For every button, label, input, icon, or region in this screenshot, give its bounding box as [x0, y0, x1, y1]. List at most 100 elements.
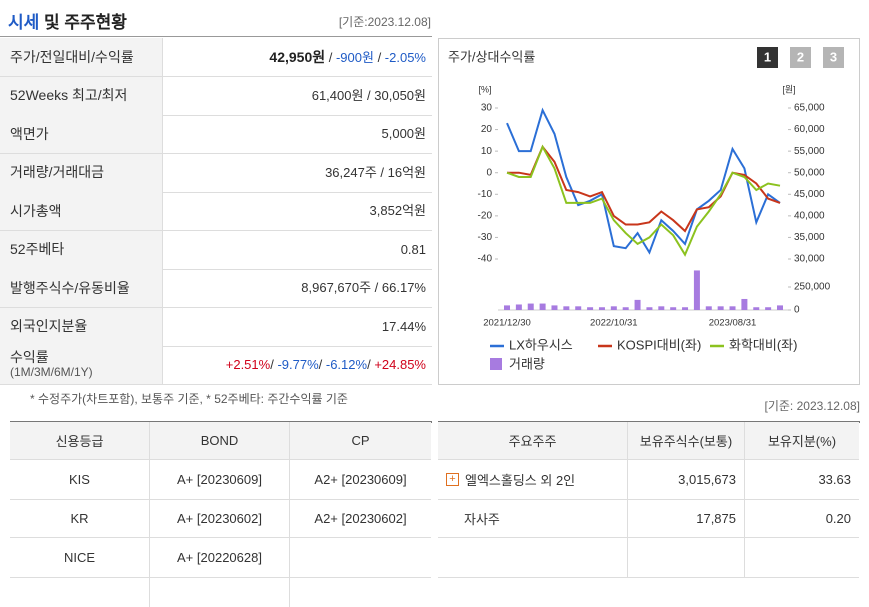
expand-icon: +	[446, 473, 459, 486]
tab[interactable]	[790, 47, 811, 68]
date: [기준: 2023.12.08]	[764, 399, 860, 413]
cell-text: 17,875	[696, 511, 736, 526]
tab-label[interactable]: 1	[764, 49, 771, 64]
table-cell	[745, 538, 859, 578]
y2-unit: [원]	[782, 84, 795, 94]
volume-tick-label: 0	[794, 305, 800, 316]
legend-label: LX하우시스	[509, 337, 573, 352]
value-part: 42,950원	[269, 49, 326, 65]
volume-bar	[587, 307, 594, 310]
tab-label[interactable]: 3	[830, 49, 837, 64]
row-value: 3,852억원	[370, 192, 426, 230]
table-cell: KR	[10, 500, 150, 538]
cell-text: 0.20	[825, 511, 851, 526]
price-row: 수익률 (1M/3M/6M/1Y) +2.51%/ -9.77%/ -6.12%/ …	[0, 346, 432, 385]
table-cell	[290, 538, 431, 578]
cell-text: 3,015,673	[678, 472, 736, 487]
table-cell	[150, 578, 290, 607]
table-cell	[10, 578, 150, 607]
row-label: 외국인지분율	[0, 307, 163, 346]
value-part: +2.51%	[225, 357, 271, 372]
table-cell: 0.20	[745, 500, 859, 538]
y-unit: [%]	[478, 84, 491, 94]
volume-bar	[551, 305, 558, 310]
table-cell: A2+ [20230609]	[290, 460, 431, 500]
y2-tick-label: 45,000	[794, 189, 825, 200]
y-tick-label: -40	[478, 254, 493, 265]
row-label: 주가/전일대비/수익률	[0, 38, 163, 76]
volume-bar	[693, 270, 700, 310]
label-text: 발행주식수/유동비율	[10, 279, 130, 296]
label-text: 액면가	[10, 125, 49, 142]
table-cell	[438, 538, 628, 578]
volume-bar	[658, 306, 665, 310]
volume-bar	[575, 306, 582, 310]
volume-bar	[610, 306, 617, 310]
label-text: 거래량/거래대금	[10, 164, 105, 180]
row-value: +2.51%/ -9.77%/ -6.12%/ +24.85%	[226, 346, 426, 384]
series-line	[506, 107, 781, 255]
title-part: 시세	[8, 13, 40, 32]
value-part: -2.05%	[384, 50, 426, 65]
y2-tick-label: 50,000	[794, 167, 825, 178]
header-cell: 주요주주	[438, 422, 628, 460]
price-row: 액면가 5,000원	[0, 115, 432, 154]
header-cell: BOND	[150, 422, 290, 460]
legend-label: KOSPI대비(좌)	[617, 337, 701, 352]
legend-swatch	[490, 358, 502, 370]
price-row: 시가총액 3,852억원	[0, 192, 432, 231]
table-cell: KIS	[10, 460, 150, 500]
tab-label[interactable]: 2	[797, 49, 804, 64]
label-text: 시가총액	[10, 202, 62, 219]
volume-bar	[527, 303, 534, 310]
price-row: 52주베타 0.81	[0, 230, 432, 270]
table-cell	[628, 538, 745, 578]
volume-bar	[717, 306, 724, 310]
table-cell: 자사주	[438, 500, 628, 538]
y-tick-label: -20	[478, 210, 493, 221]
value-part: -900원	[335, 50, 374, 65]
tab[interactable]	[757, 47, 778, 68]
y2-tick-label: 35,000	[794, 232, 825, 243]
y2-tick-label: 60,000	[794, 124, 825, 135]
value-part: -6.12%	[325, 357, 368, 372]
value-part: 36,247주 / 16억원	[325, 164, 426, 180]
row-label: 액면가	[0, 115, 163, 153]
y-tick-label: 0	[486, 167, 492, 178]
y2-tick-label: 65,000	[794, 103, 825, 114]
row-value: 17.44%	[382, 308, 426, 346]
value-part: +24.85%	[374, 357, 426, 372]
value-part: /	[325, 50, 336, 65]
volume-bar	[729, 306, 736, 310]
series-line	[506, 144, 781, 257]
y-tick-label: 30	[481, 103, 493, 114]
volume-bar	[753, 307, 760, 310]
table-cell: A2+ [20230602]	[290, 500, 431, 538]
volume-bar	[705, 306, 712, 310]
x-tick-label: 2023/08/31	[709, 318, 757, 329]
table-cell: NICE	[10, 538, 150, 578]
volume-bar	[598, 307, 605, 310]
section-title: 시세 및 주주현황	[8, 8, 127, 33]
legend-label: 화학대비(좌)	[729, 337, 797, 352]
price-row: 주가/전일대비/수익률 42,950원 / -900원 / -2.05%	[0, 38, 432, 77]
row-value: 61,400원 / 30,050원	[312, 77, 426, 115]
table-cell: A+ [20230602]	[150, 500, 290, 538]
volume-bar	[634, 299, 641, 310]
label-text: 외국인지분율	[10, 318, 88, 334]
note: * 수정주가(차트포함), 보통주 기준, * 52주베타: 주간수익률 기준	[30, 392, 348, 406]
row-label: 52Weeks 최고/최저	[0, 76, 163, 115]
volume-bar	[646, 307, 653, 310]
volume-bar	[777, 305, 783, 310]
row-label: 52주베타	[0, 230, 163, 269]
value-part: /	[270, 357, 278, 372]
value-part: -9.77%	[277, 357, 319, 372]
cell-text: 자사주	[464, 512, 500, 527]
y2-tick-label: 30,000	[794, 254, 825, 265]
price-row: 발행주식수/유동비율 8,967,670주 / 66.17%	[0, 269, 432, 308]
row-value: 5,000원	[382, 115, 427, 153]
tab[interactable]	[823, 47, 844, 68]
label-text: 52Weeks 최고/최저	[10, 87, 128, 103]
chart-title: 주가/상대수익률	[448, 49, 535, 64]
